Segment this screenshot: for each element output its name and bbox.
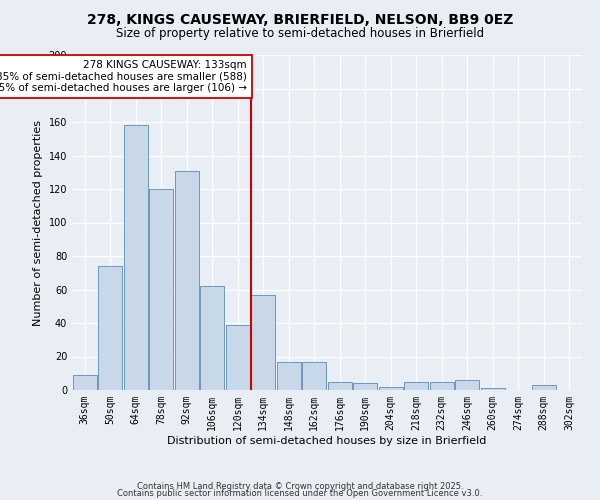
Bar: [226, 324, 250, 390]
Y-axis label: Number of semi-detached properties: Number of semi-detached properties: [33, 120, 43, 326]
Bar: [404, 382, 428, 390]
Bar: [481, 388, 505, 390]
Bar: [149, 189, 173, 390]
Text: 278 KINGS CAUSEWAY: 133sqm
← 85% of semi-detached houses are smaller (588)
15% o: 278 KINGS CAUSEWAY: 133sqm ← 85% of semi…: [0, 60, 247, 93]
Text: Contains HM Land Registry data © Crown copyright and database right 2025.: Contains HM Land Registry data © Crown c…: [137, 482, 463, 491]
Text: Size of property relative to semi-detached houses in Brierfield: Size of property relative to semi-detach…: [116, 28, 484, 40]
Bar: [455, 380, 479, 390]
Bar: [175, 170, 199, 390]
Bar: [430, 382, 454, 390]
Text: Contains public sector information licensed under the Open Government Licence v3: Contains public sector information licen…: [118, 490, 482, 498]
Bar: [124, 126, 148, 390]
Bar: [98, 266, 122, 390]
Bar: [532, 385, 556, 390]
X-axis label: Distribution of semi-detached houses by size in Brierfield: Distribution of semi-detached houses by …: [167, 436, 487, 446]
Bar: [302, 362, 326, 390]
Bar: [251, 294, 275, 390]
Bar: [200, 286, 224, 390]
Bar: [353, 384, 377, 390]
Text: 278, KINGS CAUSEWAY, BRIERFIELD, NELSON, BB9 0EZ: 278, KINGS CAUSEWAY, BRIERFIELD, NELSON,…: [87, 12, 513, 26]
Bar: [277, 362, 301, 390]
Bar: [379, 386, 403, 390]
Bar: [328, 382, 352, 390]
Bar: [73, 375, 97, 390]
